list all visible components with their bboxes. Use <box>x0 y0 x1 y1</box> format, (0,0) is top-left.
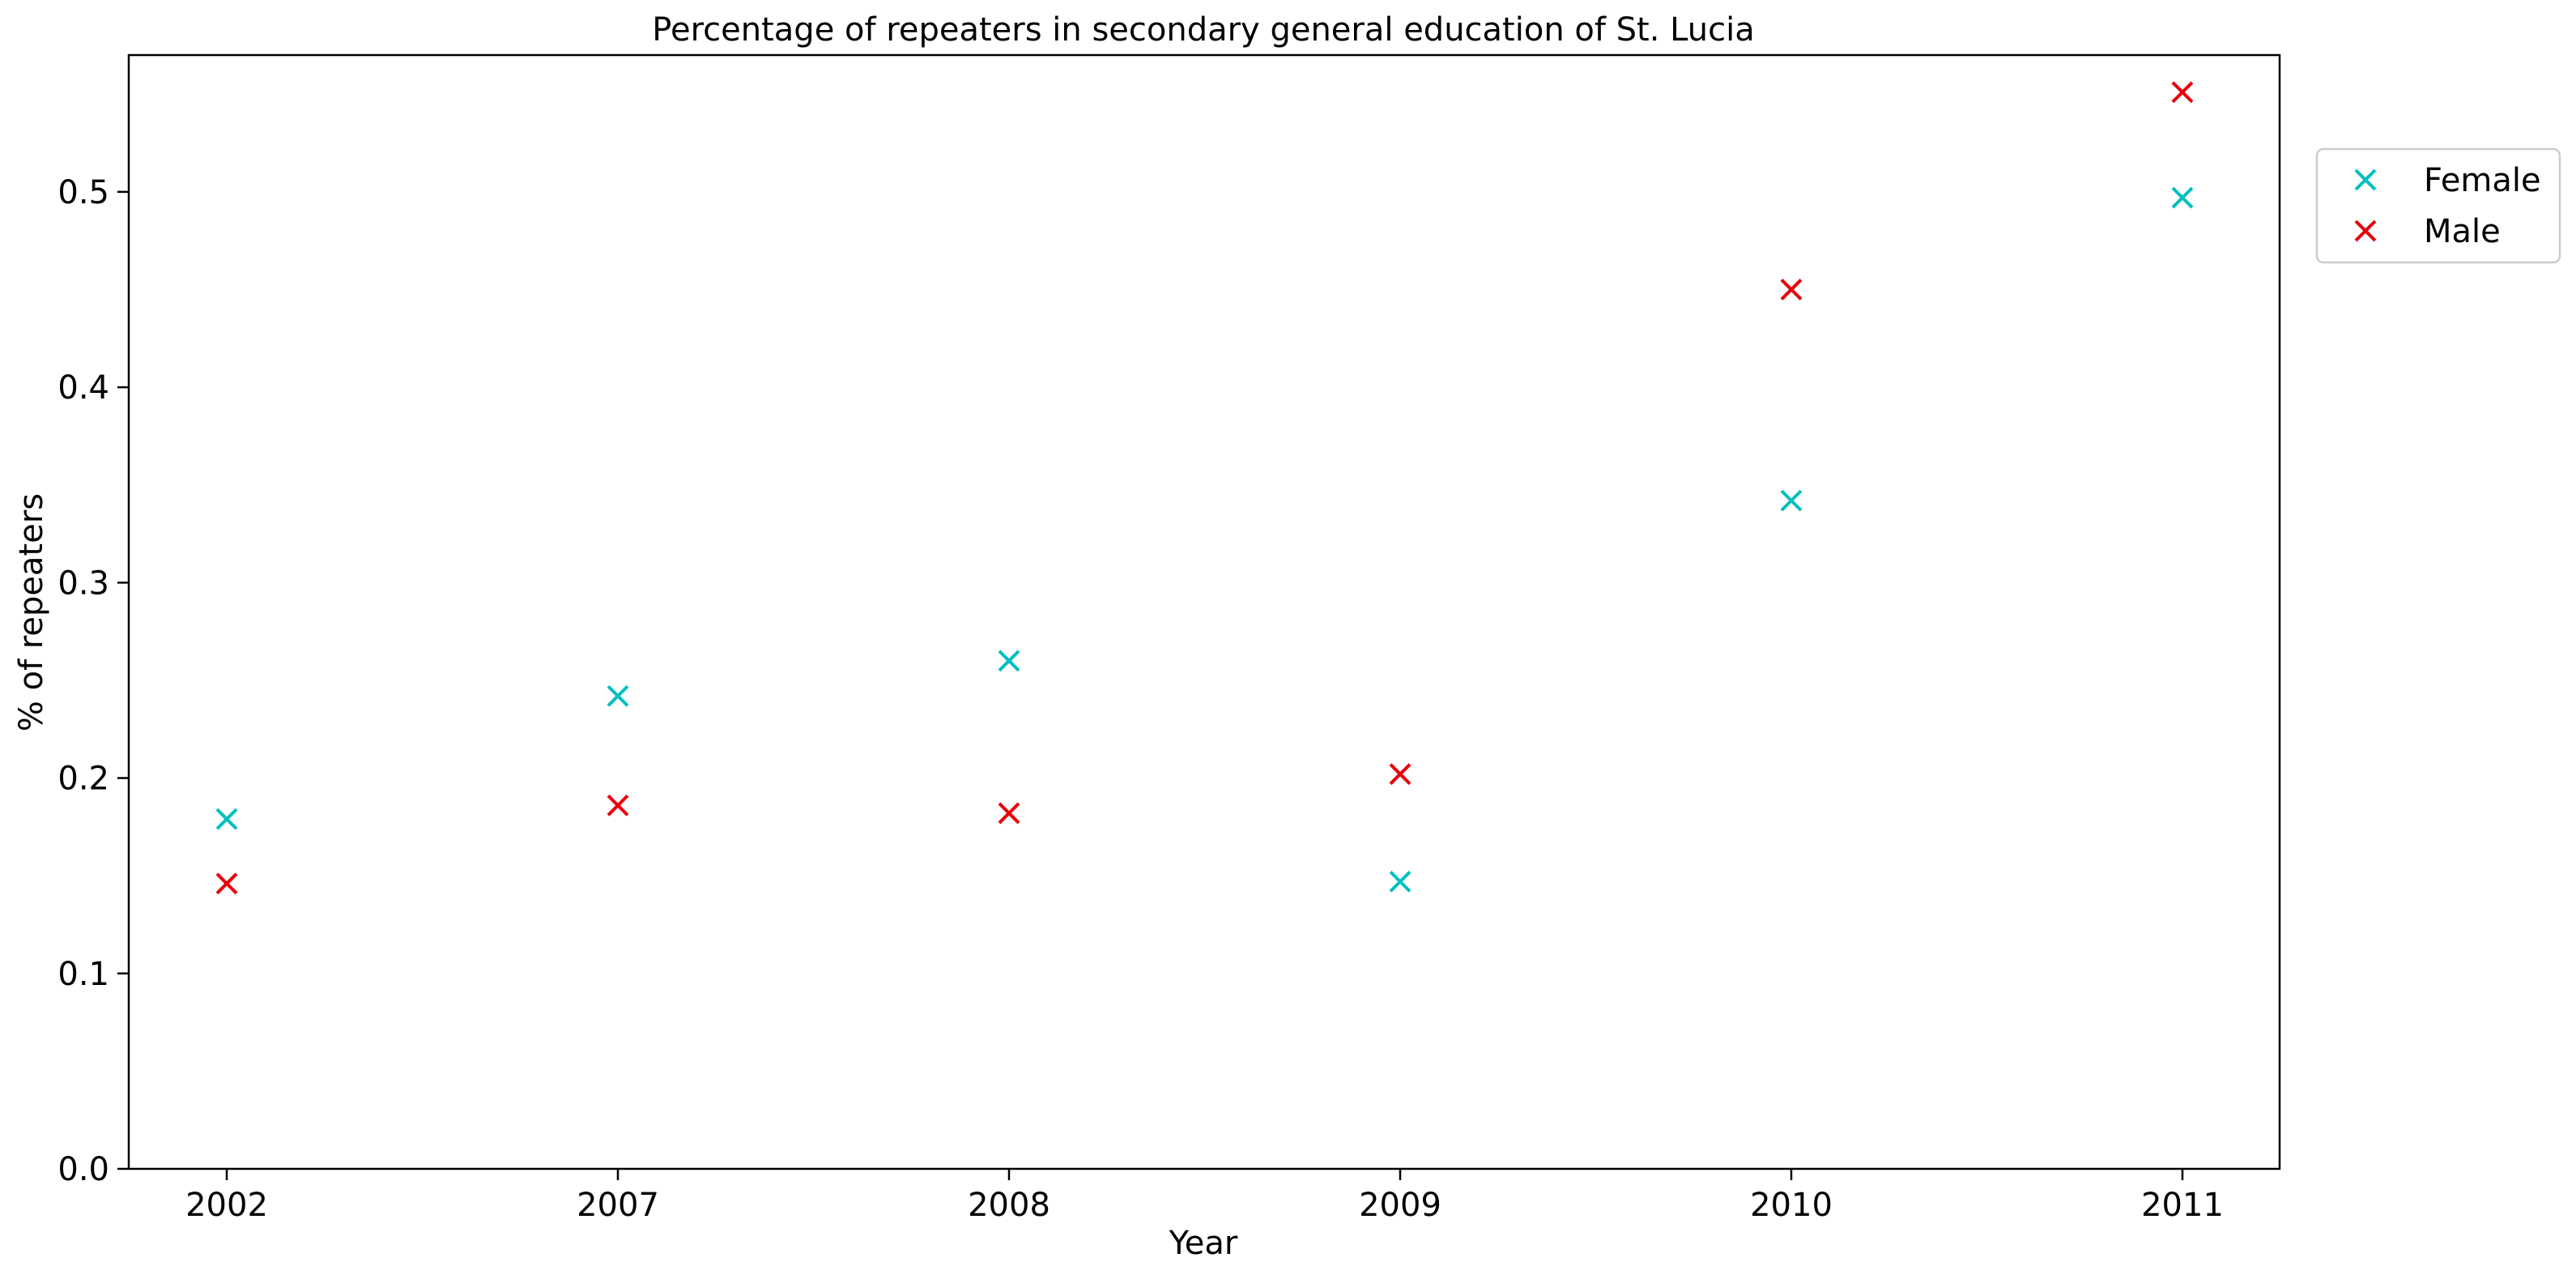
legend: Female Male <box>2315 147 2561 264</box>
y-tick-label: 0.2 <box>57 761 109 798</box>
legend-marker-male <box>2354 220 2377 242</box>
x-tick-label: 2010 <box>1750 1187 1833 1224</box>
legend-label-female: Female <box>2424 162 2541 199</box>
plot-area <box>127 53 2281 1170</box>
data-point-male <box>607 794 629 816</box>
x-axis-label: Year <box>1169 1225 1238 1262</box>
data-point-female <box>607 684 629 707</box>
x-tick-label: 2011 <box>2141 1187 2224 1224</box>
data-point-female <box>215 808 238 830</box>
data-point-male <box>215 872 238 895</box>
x-tick-label: 2002 <box>185 1187 268 1224</box>
y-tick-label: 0.3 <box>57 565 109 602</box>
y-axis: 0.0 0.1 0.2 0.3 0.4 0.5 <box>57 174 129 1188</box>
y-tick-label: 0.0 <box>57 1151 109 1188</box>
legend-marker-female <box>2354 168 2377 191</box>
x-axis: 2002 2007 2008 2009 2010 2011 <box>185 1169 2224 1224</box>
data-point-male <box>1780 279 1803 301</box>
y-tick-label: 0.4 <box>57 369 109 407</box>
x-tick-label: 2009 <box>1359 1187 1441 1224</box>
data-point-female <box>1389 870 1411 893</box>
data-point-male <box>998 802 1020 825</box>
data-point-female <box>2171 186 2194 209</box>
data-point-male <box>2171 81 2194 104</box>
data-point-female <box>998 650 1020 672</box>
x-tick-label: 2007 <box>577 1187 659 1224</box>
data-point-male <box>1389 763 1411 786</box>
data-markers <box>215 81 2194 895</box>
y-tick-label: 0.1 <box>57 956 109 993</box>
chart-title: Percentage of repeaters in secondary gen… <box>652 11 1754 49</box>
y-axis-label: % of repeaters <box>13 493 50 731</box>
x-tick-label: 2008 <box>968 1187 1050 1224</box>
legend-box <box>2315 147 2561 264</box>
data-point-female <box>1780 489 1803 512</box>
legend-label-male: Male <box>2424 213 2501 250</box>
y-tick-label: 0.5 <box>57 174 109 211</box>
